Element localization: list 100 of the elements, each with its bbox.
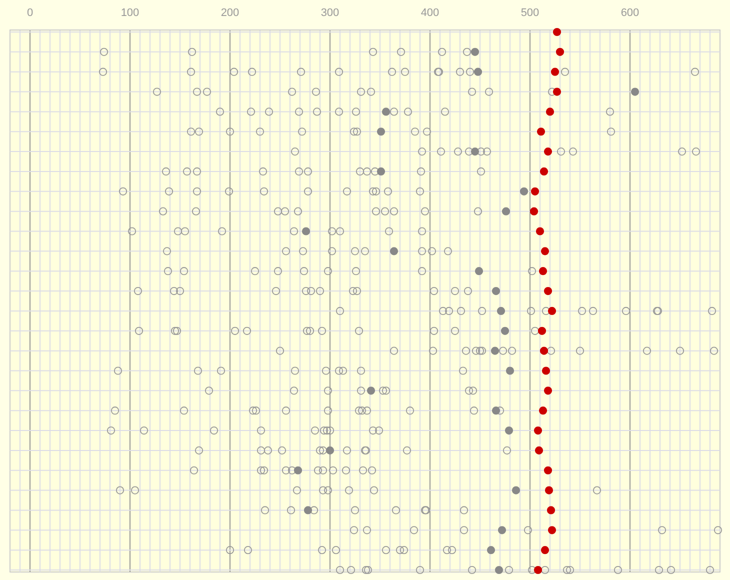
point [538,406,548,415]
point [366,386,376,395]
point [368,426,378,435]
point [406,406,414,415]
point [504,426,514,435]
point [678,148,686,156]
point [328,466,338,474]
point [194,128,204,136]
point [544,286,552,296]
point [530,187,540,196]
point [362,406,372,415]
point [460,526,468,534]
point [342,466,350,474]
point [534,446,544,454]
point [192,207,200,216]
point [282,466,290,474]
point [468,386,478,395]
point [428,346,438,355]
point [400,546,408,554]
point [462,346,470,355]
point [260,187,268,196]
point [548,306,556,316]
point [256,446,266,454]
point [384,187,392,196]
point [326,426,334,435]
point [538,267,548,276]
point [190,466,198,474]
point [498,346,508,355]
point [486,546,496,554]
point [416,566,424,574]
point [536,128,546,136]
point [714,526,722,534]
point [418,227,426,236]
point [274,267,282,276]
point [614,566,622,574]
point [566,566,574,574]
x-tick-label: 0 [26,7,34,19]
point [292,486,302,494]
point [552,88,562,96]
point [164,187,174,196]
point [278,446,286,454]
point [546,108,554,116]
point [300,267,308,276]
point [390,108,398,116]
point [256,426,266,435]
point [468,566,476,574]
point [246,108,256,116]
point [418,148,426,156]
point [106,426,116,435]
point [176,286,184,296]
point [174,227,182,236]
point [350,526,358,534]
point [492,286,500,296]
point [216,108,224,116]
point [438,48,446,56]
point [328,247,336,256]
point [312,88,320,96]
point [428,247,436,256]
point [180,406,188,415]
point [358,406,366,415]
point [342,446,352,454]
point [274,207,282,216]
point [430,286,438,296]
point [352,286,362,296]
point [630,88,640,96]
point [118,187,128,196]
point [508,346,516,355]
point [252,406,260,415]
point [520,187,528,196]
point [334,108,344,116]
point [264,108,274,116]
point [290,366,300,375]
point [162,167,170,176]
point [328,227,336,236]
point [356,167,364,176]
point [346,566,356,574]
point [552,28,562,36]
point [502,207,510,216]
point [182,167,192,176]
point [504,566,514,574]
point [226,128,234,136]
point [544,486,554,494]
point [344,486,354,494]
point [316,286,324,296]
point [492,406,500,415]
point [708,306,716,316]
point [410,128,420,136]
point [396,546,404,554]
point [540,546,550,554]
point [444,247,452,256]
point [114,366,122,375]
point [390,346,398,355]
point [324,406,332,415]
point [364,566,372,574]
point [390,207,398,216]
point [244,546,252,554]
point [458,366,468,375]
x-tick-label: 400 [420,7,440,19]
point [242,326,252,335]
point [560,68,570,76]
